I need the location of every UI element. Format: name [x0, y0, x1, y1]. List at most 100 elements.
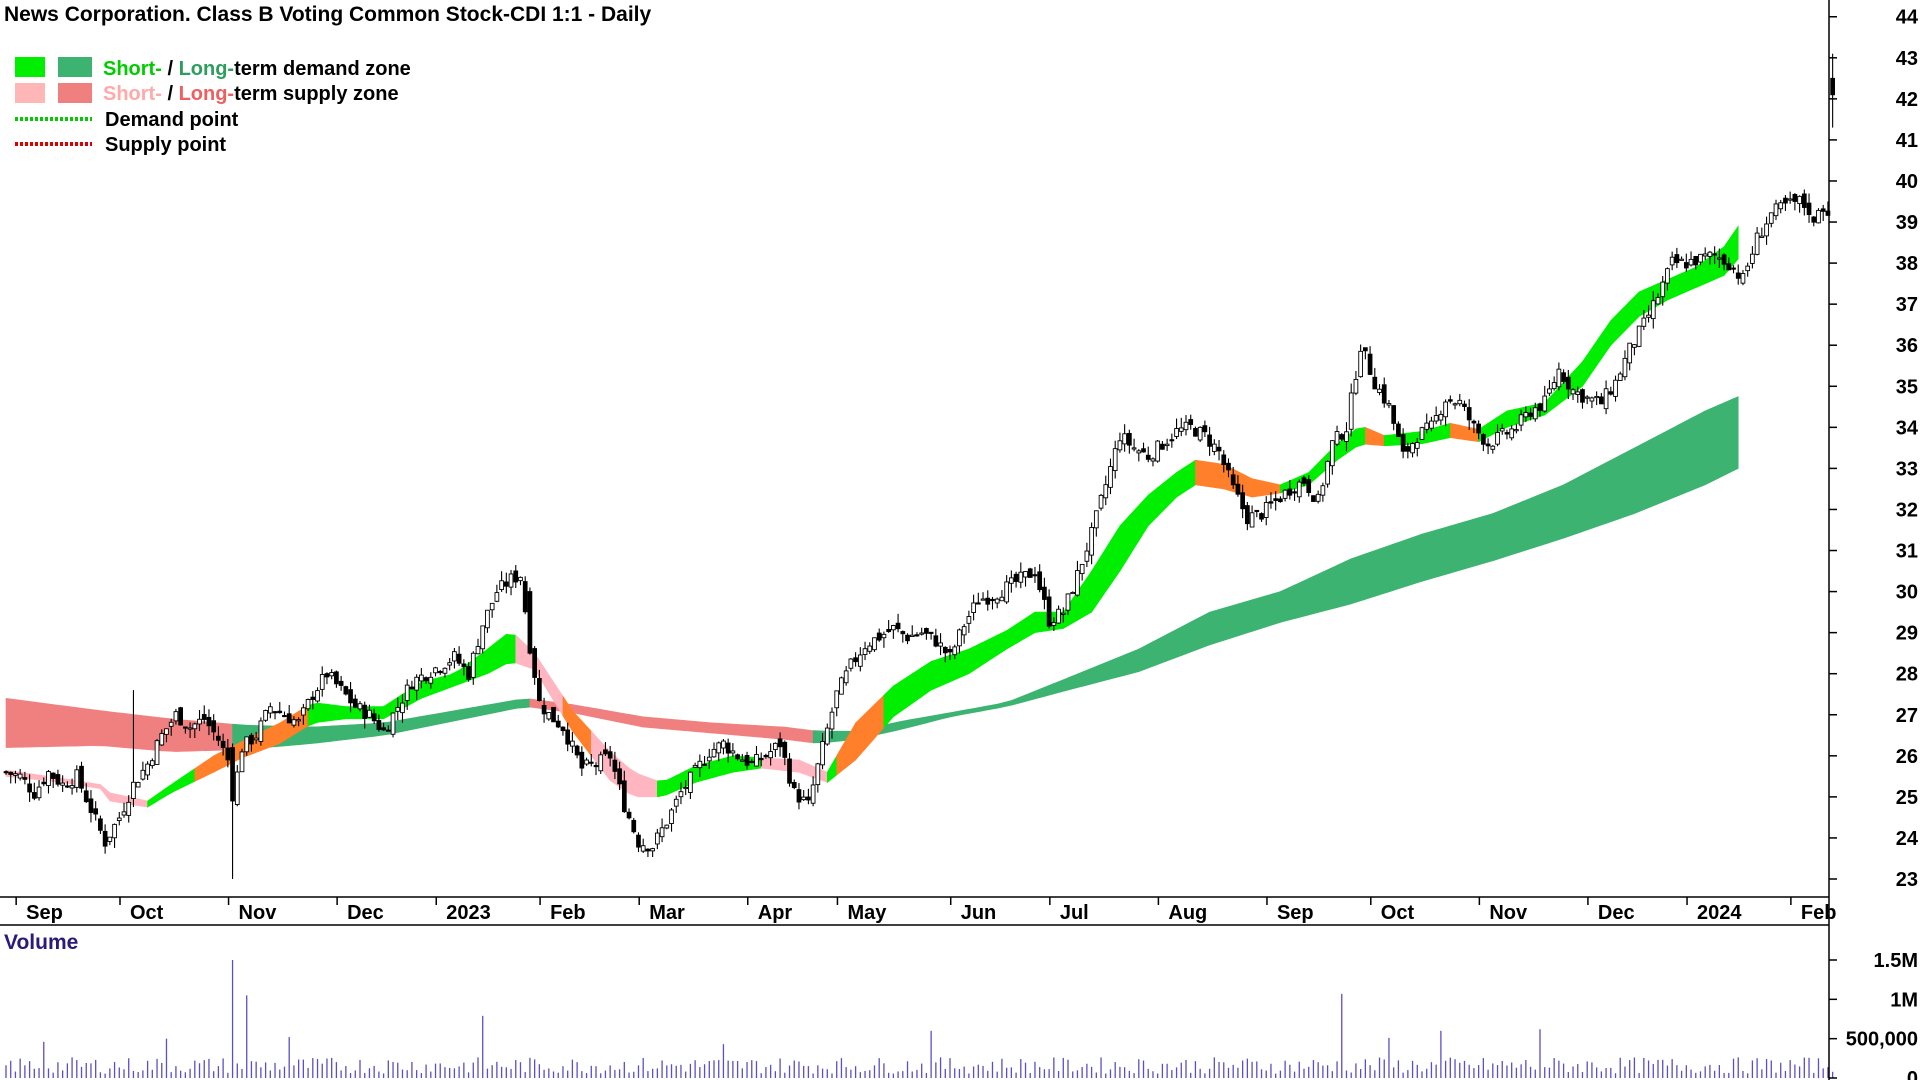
short-term-demand-segment — [657, 779, 668, 798]
candle-body — [1424, 422, 1430, 430]
candle-body — [1221, 454, 1227, 465]
short-term-demand-segment — [156, 787, 167, 802]
candle-body — [1759, 235, 1765, 238]
candle-body — [83, 790, 89, 803]
candle-body — [211, 720, 217, 733]
price-tick-label: 41 — [1896, 130, 1918, 152]
candle-body — [900, 631, 906, 635]
candle-body — [1311, 495, 1316, 502]
long-term-zone-supply-segment — [133, 714, 148, 750]
candle-body — [1778, 202, 1784, 210]
candle-body — [456, 653, 462, 664]
candle-body — [773, 742, 778, 751]
short-term-demand-segment — [1091, 554, 1102, 614]
candle-body — [494, 592, 500, 602]
price-axis: 23 24 25 26 27 28 29 30 31 32 33 34 35 36 37 38 39 40 41 42… — [1829, 7, 1919, 891]
candle-body — [791, 782, 797, 789]
x-tick-label: Jun — [961, 902, 997, 924]
long-term-zone-demand-segment — [1393, 538, 1409, 591]
candle-body — [1122, 433, 1127, 445]
candle-body — [593, 765, 599, 768]
long-term-zone-demand-segment — [359, 723, 375, 739]
long-term-zone-demand-segment — [940, 711, 956, 720]
short-term-demand-segment — [893, 679, 904, 718]
candle-body — [1353, 378, 1359, 394]
candle-body — [1004, 581, 1009, 603]
candle-body — [612, 759, 618, 772]
candle-body — [301, 707, 306, 716]
short-term-demand-segment — [1619, 300, 1630, 337]
candle-body — [1405, 446, 1411, 452]
long-term-zone-demand-segment — [1421, 529, 1437, 582]
x-tick-label: 2024 — [1697, 902, 1742, 924]
candle-body — [145, 763, 150, 776]
candle-body — [1683, 262, 1689, 269]
long-term-zone-demand-segment — [402, 716, 417, 732]
candle-body — [957, 629, 962, 647]
candle-body — [721, 740, 726, 749]
x-axis-labels: Sep Oct Nov Dec 2023 Feb Mar Apr May Jun Jul Aug Sep… — [15, 897, 1836, 924]
short-term-demand-segment — [1610, 310, 1621, 346]
long-term-zone-supply-segment — [657, 717, 672, 730]
candle-body — [17, 773, 23, 779]
price-candles — [3, 53, 1835, 879]
long-term-zone-demand-segment — [444, 709, 460, 724]
candle-body — [249, 734, 254, 745]
candle-body — [357, 703, 363, 710]
candle-body — [1551, 382, 1557, 390]
long-term-zone-supply-segment — [614, 711, 630, 725]
long-term-zone-demand-segment — [1180, 619, 1196, 657]
long-term-zone-demand-segment — [1011, 694, 1026, 706]
candle-body — [1665, 268, 1670, 284]
candle-body — [820, 741, 825, 766]
long-term-zone-supply-segment — [5, 697, 21, 748]
candle-body — [1698, 253, 1703, 263]
price-tick-label: 27 — [1896, 705, 1918, 727]
candle-body — [1646, 314, 1651, 318]
candle-body — [74, 769, 80, 788]
candle-body — [994, 598, 1000, 604]
long-term-zone-demand-segment — [1223, 603, 1239, 641]
candle-body — [560, 726, 566, 732]
price-tick-label: 38 — [1896, 253, 1918, 275]
short-term-supply-segment — [647, 776, 658, 798]
candle-body — [872, 637, 877, 651]
price-tick-label: 44 — [1896, 7, 1919, 29]
candle-body — [447, 662, 453, 666]
candle-body — [1396, 423, 1401, 438]
candle-body — [466, 666, 471, 680]
candle-body — [1537, 403, 1543, 411]
short-term-demand-segment — [864, 703, 875, 750]
candle-body — [730, 750, 736, 754]
candle-body — [990, 598, 995, 602]
candle-body — [1466, 407, 1472, 421]
candle-body — [1344, 431, 1349, 442]
candle-body — [126, 801, 132, 816]
legend-supply-short-text: Short- — [103, 83, 162, 105]
candle-body — [924, 628, 929, 634]
candle-body — [829, 711, 835, 730]
short-term-demand-segment — [336, 705, 347, 721]
long-term-zone-demand-segment — [1704, 404, 1720, 486]
x-tick-label: Nov — [1489, 902, 1528, 924]
short-term-demand-segment — [1733, 225, 1739, 266]
candle-body — [806, 796, 811, 801]
candle-body — [971, 602, 976, 613]
long-term-zone-demand-segment — [1209, 607, 1225, 646]
candle-body — [1329, 440, 1335, 467]
candle-body — [1202, 425, 1208, 433]
candle-body — [1523, 412, 1529, 418]
price-tick-label: 34 — [1896, 417, 1919, 439]
candle-body — [159, 733, 165, 746]
price-tick-label: 36 — [1896, 335, 1918, 357]
candle-body — [41, 781, 47, 785]
candle-body — [659, 827, 665, 838]
candle-body — [1750, 253, 1755, 264]
candle-body — [178, 707, 183, 726]
candle-body — [1740, 273, 1746, 284]
short-term-demand-segment — [194, 761, 205, 782]
candle-body — [706, 756, 712, 762]
price-tick-label: 43 — [1896, 48, 1918, 70]
price-tick-label: 29 — [1896, 623, 1918, 645]
candle-body — [1320, 485, 1326, 496]
